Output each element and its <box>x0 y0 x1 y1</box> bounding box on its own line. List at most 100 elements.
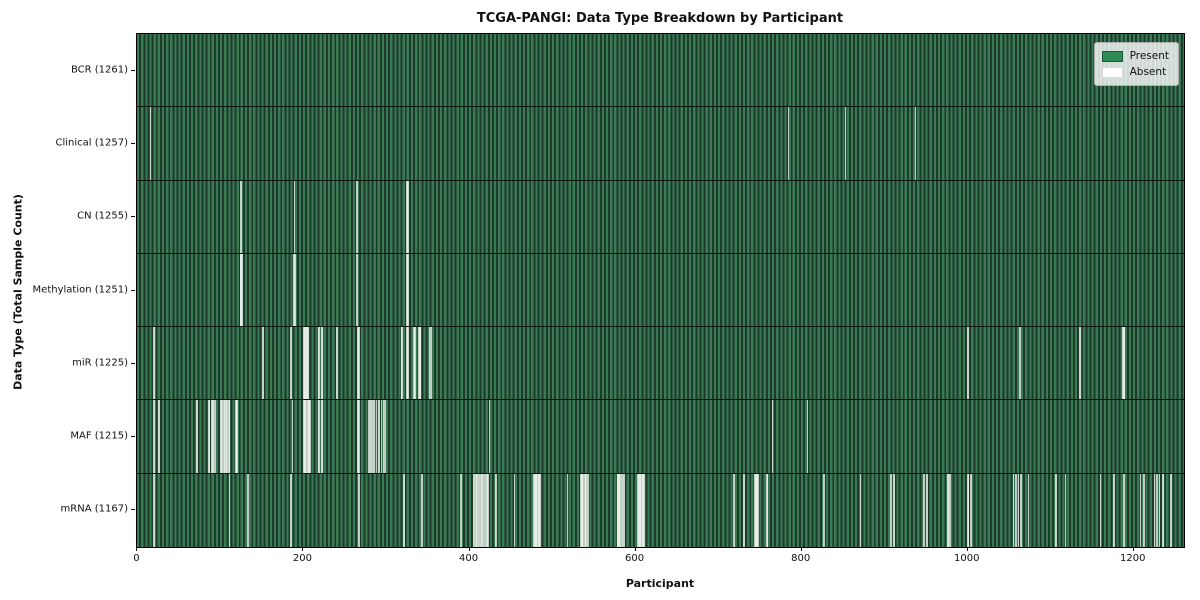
absent-stripe <box>428 327 431 400</box>
absent-stripe <box>579 473 582 547</box>
absent-stripe <box>380 400 383 473</box>
absent-stripe <box>475 473 477 547</box>
x-tick-mark <box>800 547 802 551</box>
absent-stripe <box>303 327 306 400</box>
absent-stripe <box>321 400 324 473</box>
absent-stripe <box>1156 473 1158 547</box>
x-tick-mark <box>1132 547 1134 551</box>
absent-stripe <box>619 473 621 547</box>
absent-stripe <box>406 253 409 327</box>
absent-stripe <box>537 473 540 547</box>
absent-stripe <box>582 473 585 547</box>
absent-stripe <box>621 473 624 547</box>
absent-stripe <box>355 180 358 253</box>
absent-stripe <box>473 473 476 547</box>
absent-stripe <box>1158 473 1161 547</box>
y-tick-label-mir: miR (1225) <box>72 357 128 369</box>
absent-stripe <box>947 473 950 547</box>
absent-stripe <box>643 473 645 547</box>
absent-stripe <box>293 180 296 253</box>
absent-stripe <box>733 473 736 547</box>
absent-stripe <box>406 327 409 400</box>
absent-stripe <box>766 473 769 547</box>
absent-stripe <box>240 180 242 253</box>
absent-stripe <box>1015 473 1017 547</box>
absent-stripe <box>1123 473 1125 547</box>
absent-stripe <box>292 253 295 327</box>
absent-stripe <box>225 400 228 473</box>
x-tick-mark <box>136 547 138 551</box>
chart-title: TCGA-PANGI: Data Type Breakdown by Parti… <box>476 11 844 26</box>
y-tick-mark <box>131 289 135 291</box>
absent-stripe <box>638 473 640 547</box>
absent-stripe <box>153 327 155 400</box>
absent-stripe <box>221 400 223 473</box>
absent-stripe <box>358 473 360 547</box>
absent-stripe <box>488 400 491 473</box>
absent-stripe <box>1017 473 1020 547</box>
absent-stripe <box>356 180 359 253</box>
absent-stripe <box>623 473 625 547</box>
absent-stripe <box>222 400 225 473</box>
absent-stripe <box>355 253 358 327</box>
absent-stripe <box>220 400 223 473</box>
x-tick-label-1200: 1200 <box>1120 553 1146 564</box>
absent-stripe <box>383 400 385 473</box>
legend-absent-label: Absent <box>1129 65 1167 78</box>
absent-stripe <box>358 400 360 473</box>
absent-stripe <box>641 473 644 547</box>
absent-stripe <box>318 327 321 400</box>
absent-stripe <box>889 473 892 547</box>
absent-stripe <box>1139 473 1142 547</box>
absent-stripe <box>241 253 243 327</box>
absent-stripe <box>478 473 481 547</box>
heatmap-row-bcr <box>137 34 1184 108</box>
absent-stripe <box>317 400 320 473</box>
absent-stripe <box>375 400 378 473</box>
absent-stripe <box>486 473 489 547</box>
absent-stripe <box>581 473 584 547</box>
absent-stripe <box>890 473 893 547</box>
absent-stripe <box>923 473 926 547</box>
x-tick-label-1000: 1000 <box>953 553 980 564</box>
absent-stripe <box>290 473 292 547</box>
heatmap-row-mrna <box>137 473 1184 547</box>
absent-stripe <box>226 400 228 473</box>
absent-stripe <box>922 473 925 547</box>
plot-area: Present Absent <box>136 33 1185 548</box>
absent-stripe <box>754 473 756 547</box>
absent-stripe <box>358 327 360 400</box>
absent-stripe <box>153 473 155 547</box>
absent-stripe <box>742 473 745 547</box>
absent-stripe <box>1123 327 1125 400</box>
absent-stripe <box>460 473 463 547</box>
absent-stripe <box>413 327 415 400</box>
absent-stripe <box>293 253 296 327</box>
legend-item-absent: Absent <box>1101 64 1169 80</box>
absent-stripe <box>321 327 324 400</box>
absent-stripe <box>357 327 360 400</box>
absent-stripe <box>513 473 516 547</box>
absent-stripe <box>236 400 238 473</box>
absent-stripe <box>757 473 760 547</box>
absent-stripe <box>538 473 541 547</box>
absent-stripe <box>587 473 590 547</box>
absent-stripe <box>806 400 809 473</box>
x-tick-label-600: 600 <box>625 553 645 564</box>
absent-stripe <box>893 473 895 547</box>
absent-stripe <box>418 327 420 400</box>
absent-stripe <box>1064 473 1067 547</box>
absent-stripe <box>1153 473 1156 547</box>
absent-stripe <box>1142 473 1145 547</box>
absent-stripe <box>637 473 639 547</box>
absent-stripe <box>429 327 432 400</box>
absent-stripe <box>617 473 619 547</box>
absent-stripe <box>1012 473 1015 547</box>
absent-stripe <box>566 473 569 547</box>
absent-stripe <box>642 473 644 547</box>
absent-stripe <box>304 400 306 473</box>
absent-stripe <box>616 473 619 547</box>
legend-present-label: Present <box>1129 49 1169 62</box>
absent-stripe <box>476 473 478 547</box>
absent-stripe <box>212 400 214 473</box>
